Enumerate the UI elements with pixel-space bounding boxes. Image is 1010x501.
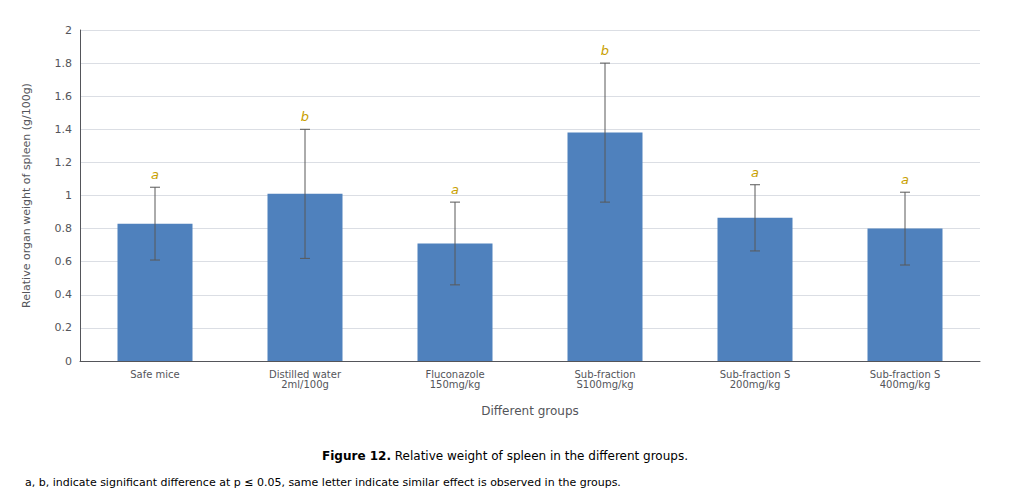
svg-text:a, b, indicate significant dif: a, b, indicate significant difference at… [25,476,621,489]
svg-text:a: a [451,182,459,197]
svg-text:Safe mice: Safe mice [130,369,180,380]
svg-text:S100mg/kg: S100mg/kg [576,379,633,390]
svg-text:1: 1 [65,189,72,202]
svg-text:0: 0 [65,355,72,368]
svg-text:Fluconazole: Fluconazole [425,368,485,380]
svg-text:200mg/kg: 200mg/kg [730,379,781,390]
svg-text:Relative organ weight of splee: Relative organ weight of spleen (g/100g) [20,83,33,308]
svg-text:1.8: 1.8 [55,57,73,70]
svg-text:a: a [751,165,759,180]
svg-text:Sub-fraction: Sub-fraction [574,368,636,380]
svg-text:a: a [901,172,909,187]
svg-text:1.2: 1.2 [55,156,73,169]
svg-text:b: b [301,109,309,124]
svg-text:Relative weight of spleen in t: Relative weight of spleen in the differe… [391,449,688,463]
svg-text:Different groups: Different groups [481,404,579,418]
svg-text:Figure 12.: Figure 12. [322,449,391,463]
svg-text:2ml/100g: 2ml/100g [281,379,329,390]
svg-text:2: 2 [65,24,72,37]
svg-text:Sub-fraction S: Sub-fraction S [869,368,941,380]
svg-text:1.4: 1.4 [55,123,73,136]
svg-text:b: b [601,43,609,58]
svg-text:0.2: 0.2 [55,321,73,334]
svg-text:150mg/kg: 150mg/kg [430,379,481,390]
svg-text:Distilled water: Distilled water [268,368,342,380]
svg-text:1.6: 1.6 [55,90,73,103]
svg-text:Sub-fraction S: Sub-fraction S [719,368,791,380]
svg-text:0.8: 0.8 [55,222,73,235]
svg-text:400mg/kg: 400mg/kg [880,379,931,390]
svg-text:a: a [151,167,159,182]
svg-text:0.6: 0.6 [55,255,73,268]
svg-text:0.4: 0.4 [55,288,73,301]
